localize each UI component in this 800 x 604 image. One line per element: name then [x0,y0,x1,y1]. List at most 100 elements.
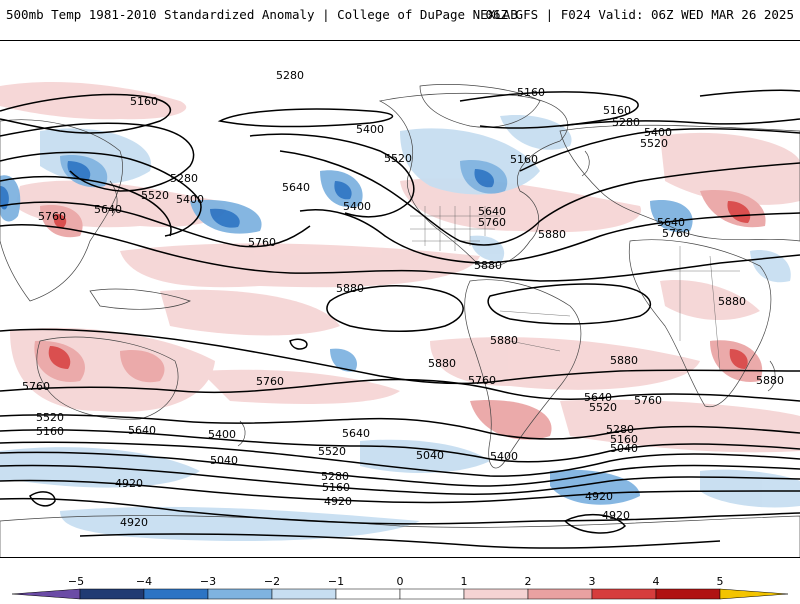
warm-anomaly-subtropical-pacific [120,243,480,288]
label-5280-top: 5280 [276,69,304,82]
label-s5400-b: 5400 [490,450,518,463]
label-5520-b: 5520 [141,189,169,202]
cold-anomaly-southern-ocean-d [700,469,800,508]
warm-anomaly-patagonia [470,400,552,440]
political-borders [410,206,740,372]
contour-5520-namer [279,150,800,246]
cold-anomaly-great-lakes-core [474,169,495,188]
contour-4920-ant [79,533,721,549]
warm-anomaly-south-atlantic [430,337,700,390]
swatch-neg3-neg2 [207,588,273,600]
contour-5160-nw [0,93,172,134]
cold-anomaly-south-pacific [330,348,358,372]
tick-neg2: −2 [264,575,280,588]
label-5400-d: 5400 [644,126,672,139]
warm-anomaly-central-pacific [160,289,340,336]
tick-neg5: −5 [68,575,84,588]
coastlines [0,84,800,557]
south-america-coast [464,279,582,469]
contour-5280-s [0,451,800,487]
label-5640-b: 5640 [282,181,310,194]
tick-neg3: −3 [200,575,216,588]
tick-pos1: 1 [461,575,468,588]
swatch-neg5-neg4 [79,588,145,600]
colorbar: −5 −4 −3 −2 −1 0 1 2 3 4 5 [0,575,800,600]
sa-border-2 [509,340,561,352]
product-title: 500mb Temp 1981-2010 Standardized Anomal… [6,7,518,22]
contour-4920-low [563,513,626,534]
uk-coast [581,150,590,177]
contour-5280-top [217,108,393,128]
label-5880-e: 5880 [428,357,456,370]
label-5520-a: 5520 [384,152,412,165]
tick-0: 0 [397,575,404,588]
contour-5400-n [0,151,202,237]
cold-anomaly-east-africa [750,250,791,283]
nz-coast [237,420,246,447]
label-s5160-a: 5160 [36,425,64,438]
label-s5040-b: 5040 [416,449,444,462]
contour-5760-s [0,378,800,402]
contour-5520-s [0,429,800,463]
warm-anomaly-arctic-pacific [0,81,187,120]
label-s5040-a: 5040 [210,454,238,467]
map-panel[interactable]: 5280 5160 5160 5160 5160 5280 5280 5400 … [0,40,800,558]
label-s4920-e: 4920 [602,509,630,522]
cold-anomaly-east-asia-core [67,161,91,181]
contour-5640-n [0,201,311,248]
contour-4920-s [0,497,800,525]
contour-5400-ne [519,128,800,172]
tick-pos5: 5 [717,575,724,588]
contour-5640-s [0,414,800,440]
contour-5160-s [0,464,800,495]
contour-5760-n [0,223,800,282]
warm-anomaly-south-africa-core [729,349,748,369]
swatch-max-arrow [719,588,789,600]
contour-5880-pac [326,285,464,332]
label-s5640-c: 5640 [584,391,612,404]
contour-5520-n [0,175,172,237]
contour-5880-atl [487,283,652,325]
label-5880-b: 5880 [474,259,502,272]
label-5640-d: 5640 [657,216,685,229]
contour-5640-namer [299,209,800,264]
label-s4920-a: 4920 [115,477,143,490]
antarctica-coast [0,515,800,557]
australia-coast [36,336,179,420]
cold-anomaly-north-pacific-core [210,208,240,228]
label-s5280-b: 5280 [606,423,634,436]
contour-5040-s [0,479,800,504]
contour-5280-n [0,122,195,192]
tick-pos4: 4 [653,575,660,588]
contour-labels: 5280 5160 5160 5160 5160 5280 5280 5400 … [22,69,784,529]
warm-anomaly-australia-core [48,346,71,369]
label-s5520-c: 5520 [589,401,617,414]
label-5760-b: 5760 [248,236,276,249]
label-5880-g: 5880 [718,295,746,308]
height-contours [0,89,800,549]
label-s5400-a: 5400 [208,428,236,441]
label-5880-h: 5880 [756,374,784,387]
label-s5160-c: 5160 [610,433,638,446]
label-5640-a: 5640 [94,203,122,216]
cold-anomaly-europe [650,200,693,233]
tick-pos2: 2 [525,575,532,588]
warm-anomaly-india [660,280,760,321]
warm-anomaly-east-australia [120,350,165,383]
contour-5160-ne [459,91,639,129]
warm-anomaly-china-core [53,213,67,228]
swatch-neg2-neg1 [271,588,337,600]
label-s5160-b: 5160 [322,481,350,494]
label-5520-c: 5520 [640,137,668,150]
cold-anomaly-southern-ocean-b [360,439,490,473]
swatch-pos3-pos4 [591,588,657,600]
label-s4920-c: 4920 [585,490,613,503]
label-5160-b: 5160 [517,86,545,99]
label-s4920-b: 4920 [324,495,352,508]
label-s5640-a: 5640 [128,424,156,437]
tick-neg4: −4 [136,575,152,588]
anomaly-map: 5280 5160 5160 5160 5160 5280 5280 5400 … [0,69,800,557]
label-5760-d: 5760 [662,227,690,240]
contour-5400-alaska [249,133,415,218]
label-5880-a: 5880 [538,228,566,241]
